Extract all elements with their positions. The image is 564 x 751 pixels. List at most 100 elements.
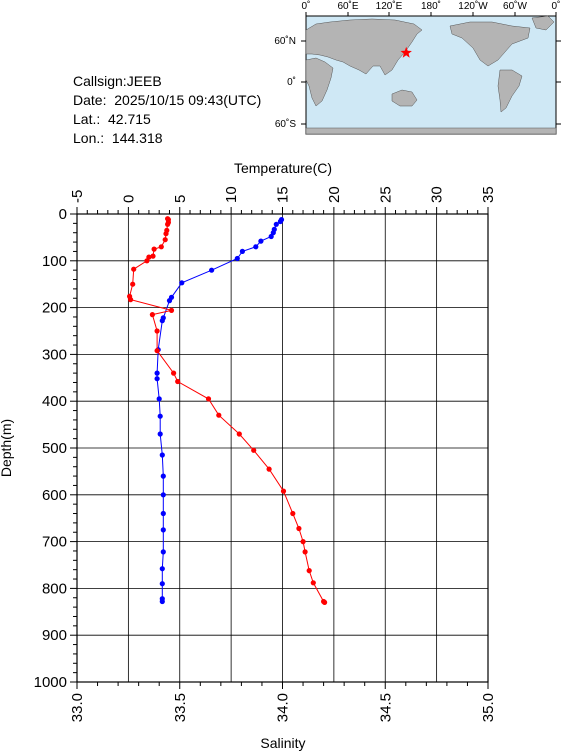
longitude-text: Lon.: 144.318 <box>73 130 163 146</box>
salinity-data-point <box>216 412 222 418</box>
salinity-data-point <box>165 221 171 227</box>
temperature-data-point <box>159 598 165 605</box>
temperature-data-point <box>154 370 160 376</box>
map-lon-label-6: 0˚ <box>552 0 561 12</box>
temperature-tick-label: 20 <box>326 186 343 203</box>
chart-grid <box>76 213 489 683</box>
temperature-data-point <box>159 318 165 324</box>
antarctica-landmass <box>305 127 557 135</box>
temperature-data-point <box>160 549 166 555</box>
station-info-panel: Callsign:JEEB Date: 2025/10/15 09:43(UTC… <box>73 72 293 148</box>
salinity-data-point <box>290 510 296 517</box>
temperature-data-point <box>160 510 166 517</box>
map-labels: 0˚ 60˚E 120˚E 180˚ 120˚W 60˚W 0˚ 60˚N 0˚… <box>274 0 560 130</box>
salinity-data-point <box>251 447 257 453</box>
plot-frame <box>76 213 489 683</box>
map-lat-label-2: 60˚S <box>275 118 296 130</box>
map-land <box>305 15 557 135</box>
latitude-text: Lat.: 42.715 <box>73 111 151 127</box>
temperature-data-point <box>154 376 160 382</box>
salinity-data-point <box>151 246 157 252</box>
salinity-data-point <box>158 244 164 250</box>
temperature-tick-label: 35 <box>480 186 497 203</box>
chart-ticks <box>70 207 489 689</box>
map-lon-label-4: 120˚W <box>458 0 488 12</box>
chart-series <box>127 216 328 606</box>
temperature-profile-line <box>156 219 282 602</box>
salinity-tick-label: 34.0 <box>275 693 292 722</box>
temperature-axis-title: Temperature(C) <box>234 160 332 176</box>
temperature-data-point <box>160 473 166 479</box>
depth-tick-label: 700 <box>42 534 67 551</box>
salinity-data-point <box>266 466 272 472</box>
salinity-data-point <box>322 599 328 606</box>
salinity-profile-line <box>129 218 325 603</box>
salinity-data-point <box>154 328 160 334</box>
depth-tick-label: 0 <box>59 206 67 223</box>
depth-tick-label: 600 <box>42 487 67 504</box>
depth-tick-label: 300 <box>42 346 67 363</box>
salinity-data-point <box>131 266 137 272</box>
salinity-data-point <box>236 431 242 437</box>
depth-tick-label: 200 <box>42 300 67 317</box>
north-america-landmass <box>449 21 531 67</box>
temperature-data-point <box>234 255 240 262</box>
temperature-data-point <box>209 267 215 273</box>
temperature-data-point <box>273 221 279 227</box>
temperature-tick-label: 15 <box>275 186 292 203</box>
salinity-data-point <box>144 258 150 264</box>
temperature-tick-label: -5 <box>69 190 86 203</box>
salinity-data-point <box>162 237 168 243</box>
temperature-tick-label: 25 <box>377 186 394 203</box>
salinity-data-point <box>306 568 312 574</box>
map-lat-label-1: 0˚ <box>287 76 296 88</box>
salinity-tick-label: 34.5 <box>377 693 394 722</box>
temperature-data-point <box>160 492 166 498</box>
map-lon-label-5: 60˚W <box>503 0 527 12</box>
map-lon-label-1: 60˚E <box>337 0 358 12</box>
africa-landmass <box>305 57 334 107</box>
depth-tick-label: 500 <box>42 440 67 457</box>
australia-landmass <box>391 89 418 107</box>
temperature-data-point <box>253 244 259 250</box>
salinity-data-point <box>205 396 212 402</box>
map-lat-label-0: 60˚N <box>274 35 296 47</box>
salinity-data-point <box>130 281 136 287</box>
salinity-data-point <box>128 297 134 303</box>
map-lon-label-3: 180˚ <box>421 0 441 12</box>
depth-tick-label: 900 <box>42 627 67 644</box>
salinity-data-point <box>296 525 302 532</box>
salinity-data-point <box>300 539 306 545</box>
salinity-tick-label: 35.0 <box>480 693 497 722</box>
depth-tick-label: 100 <box>42 253 67 270</box>
temperature-data-point <box>239 248 245 254</box>
salinity-data-point <box>154 348 160 354</box>
map-ticks <box>301 12 561 125</box>
temperature-data-point <box>156 396 162 402</box>
temperature-tick-label: 0 <box>120 195 137 203</box>
temperature-data-point <box>159 452 165 458</box>
callsign-text: Callsign:JEEB <box>73 73 162 89</box>
depth-tick-label: 800 <box>42 580 67 597</box>
salinity-tick-label: 33.0 <box>69 693 86 722</box>
greenland-landmass <box>531 15 555 31</box>
temperature-data-point <box>258 238 264 244</box>
map-lon-label-0: 0˚ <box>302 0 311 12</box>
salinity-data-point <box>163 231 169 237</box>
temperature-data-point <box>159 566 165 572</box>
salinity-data-point <box>150 253 156 259</box>
temperature-data-point <box>179 280 185 286</box>
salinity-data-point <box>280 488 287 494</box>
temperature-data-point <box>157 431 163 437</box>
station-marker-icon <box>400 46 412 58</box>
salinity-data-point <box>168 307 175 313</box>
temperature-data-point <box>160 527 166 533</box>
map-lon-label-2: 120˚E <box>376 0 403 12</box>
temperature-data-point <box>270 230 276 236</box>
salinity-axis-title: Salinity <box>260 735 305 751</box>
temperature-data-point <box>159 581 165 587</box>
temperature-tick-label: 5 <box>172 195 189 203</box>
